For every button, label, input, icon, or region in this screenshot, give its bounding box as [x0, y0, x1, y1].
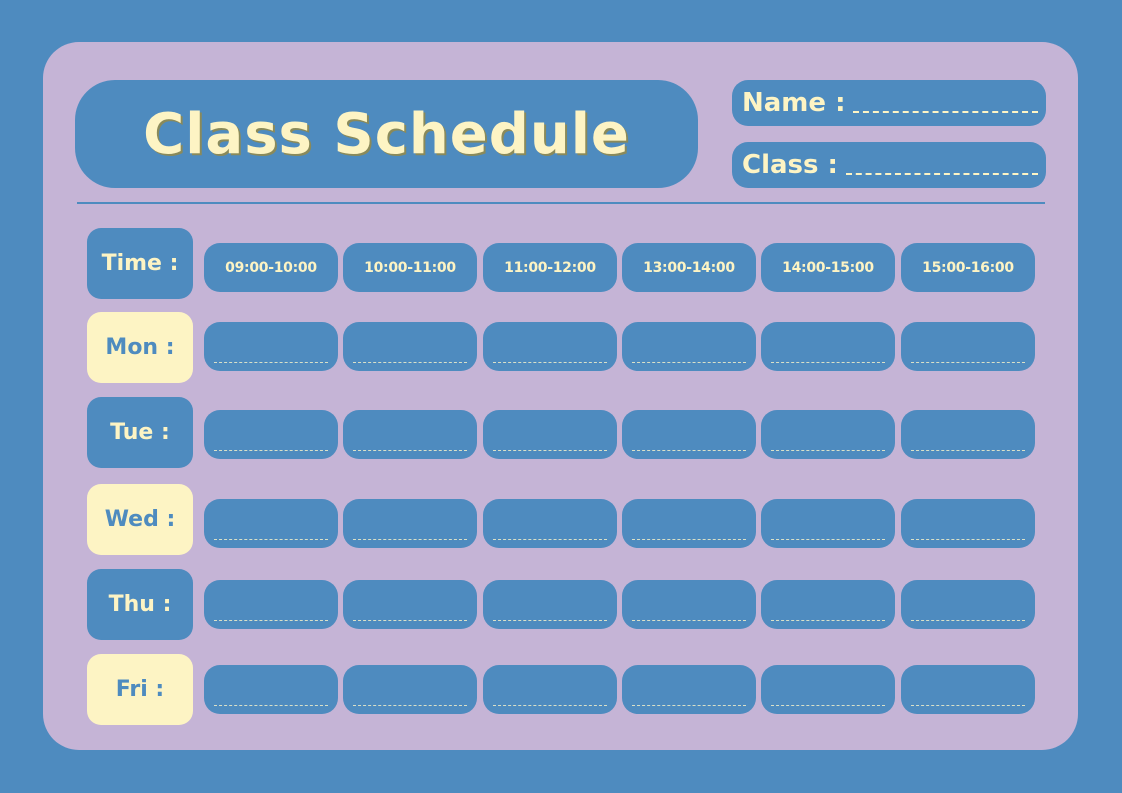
write-line [493, 450, 607, 451]
write-line [353, 450, 467, 451]
schedule-cell[interactable] [343, 499, 477, 548]
schedule-cell[interactable] [761, 665, 895, 714]
schedule-cell[interactable] [901, 665, 1035, 714]
schedule-cell[interactable] [204, 499, 338, 548]
write-line [632, 539, 746, 540]
day-label: Wed : [87, 484, 193, 555]
time-slot-header: 15:00-16:00 [901, 243, 1035, 292]
day-label: Thu : [87, 569, 193, 640]
schedule-cell[interactable] [622, 322, 756, 371]
write-line [911, 362, 1025, 363]
write-line [493, 362, 607, 363]
schedule-cell[interactable] [343, 322, 477, 371]
schedule-cell[interactable] [204, 580, 338, 629]
time-slot-header: 13:00-14:00 [622, 243, 756, 292]
day-label: Mon : [87, 312, 193, 383]
divider [77, 202, 1045, 204]
schedule-cell[interactable] [622, 665, 756, 714]
schedule-cell[interactable] [622, 499, 756, 548]
schedule-cell[interactable] [483, 410, 617, 459]
write-line [632, 705, 746, 706]
write-line [493, 705, 607, 706]
schedule-cell[interactable] [901, 499, 1035, 548]
write-line [214, 450, 328, 451]
write-line [353, 705, 467, 706]
schedule-cell[interactable] [483, 580, 617, 629]
write-line [214, 362, 328, 363]
day-label: Tue : [87, 397, 193, 468]
write-line [632, 620, 746, 621]
schedule-cell[interactable] [483, 499, 617, 548]
schedule-cell[interactable] [343, 580, 477, 629]
schedule-cell[interactable] [901, 410, 1035, 459]
write-line [353, 620, 467, 621]
schedule-cell[interactable] [901, 322, 1035, 371]
schedule-cell[interactable] [483, 322, 617, 371]
write-line [771, 450, 885, 451]
write-line [771, 539, 885, 540]
name-label: Name : [742, 88, 846, 118]
schedule-cell[interactable] [761, 499, 895, 548]
schedule-cell[interactable] [483, 665, 617, 714]
schedule-cell[interactable] [622, 580, 756, 629]
schedule-cell[interactable] [622, 410, 756, 459]
write-line [911, 450, 1025, 451]
write-line [214, 539, 328, 540]
write-line [632, 450, 746, 451]
schedule-cell[interactable] [204, 322, 338, 371]
write-line [911, 705, 1025, 706]
time-slot-header: 09:00-10:00 [204, 243, 338, 292]
class-label: Class : [742, 150, 838, 180]
schedule-cell[interactable] [761, 410, 895, 459]
schedule-cell[interactable] [761, 322, 895, 371]
schedule-cell[interactable] [761, 580, 895, 629]
schedule-cell[interactable] [901, 580, 1035, 629]
write-line [632, 362, 746, 363]
write-line [493, 539, 607, 540]
write-line [353, 539, 467, 540]
schedule-cell[interactable] [343, 410, 477, 459]
time-label: Time : [87, 228, 193, 299]
write-line [214, 705, 328, 706]
time-slot-header: 14:00-15:00 [761, 243, 895, 292]
time-slot-header: 10:00-11:00 [343, 243, 477, 292]
day-label: Fri : [87, 654, 193, 725]
write-line [493, 620, 607, 621]
schedule-cell[interactable] [204, 665, 338, 714]
class-input-line[interactable] [845, 173, 1038, 175]
write-line [353, 362, 467, 363]
write-line [911, 620, 1025, 621]
write-line [214, 620, 328, 621]
write-line [771, 362, 885, 363]
name-input-line[interactable] [853, 111, 1038, 113]
schedule-cell[interactable] [343, 665, 477, 714]
write-line [771, 705, 885, 706]
schedule-cell[interactable] [204, 410, 338, 459]
write-line [771, 620, 885, 621]
class-field[interactable]: Class : [732, 142, 1046, 188]
page-title: Class Schedule [143, 101, 630, 167]
write-line [911, 539, 1025, 540]
title-banner: Class Schedule [75, 80, 698, 188]
time-slot-header: 11:00-12:00 [483, 243, 617, 292]
name-field[interactable]: Name : [732, 80, 1046, 126]
